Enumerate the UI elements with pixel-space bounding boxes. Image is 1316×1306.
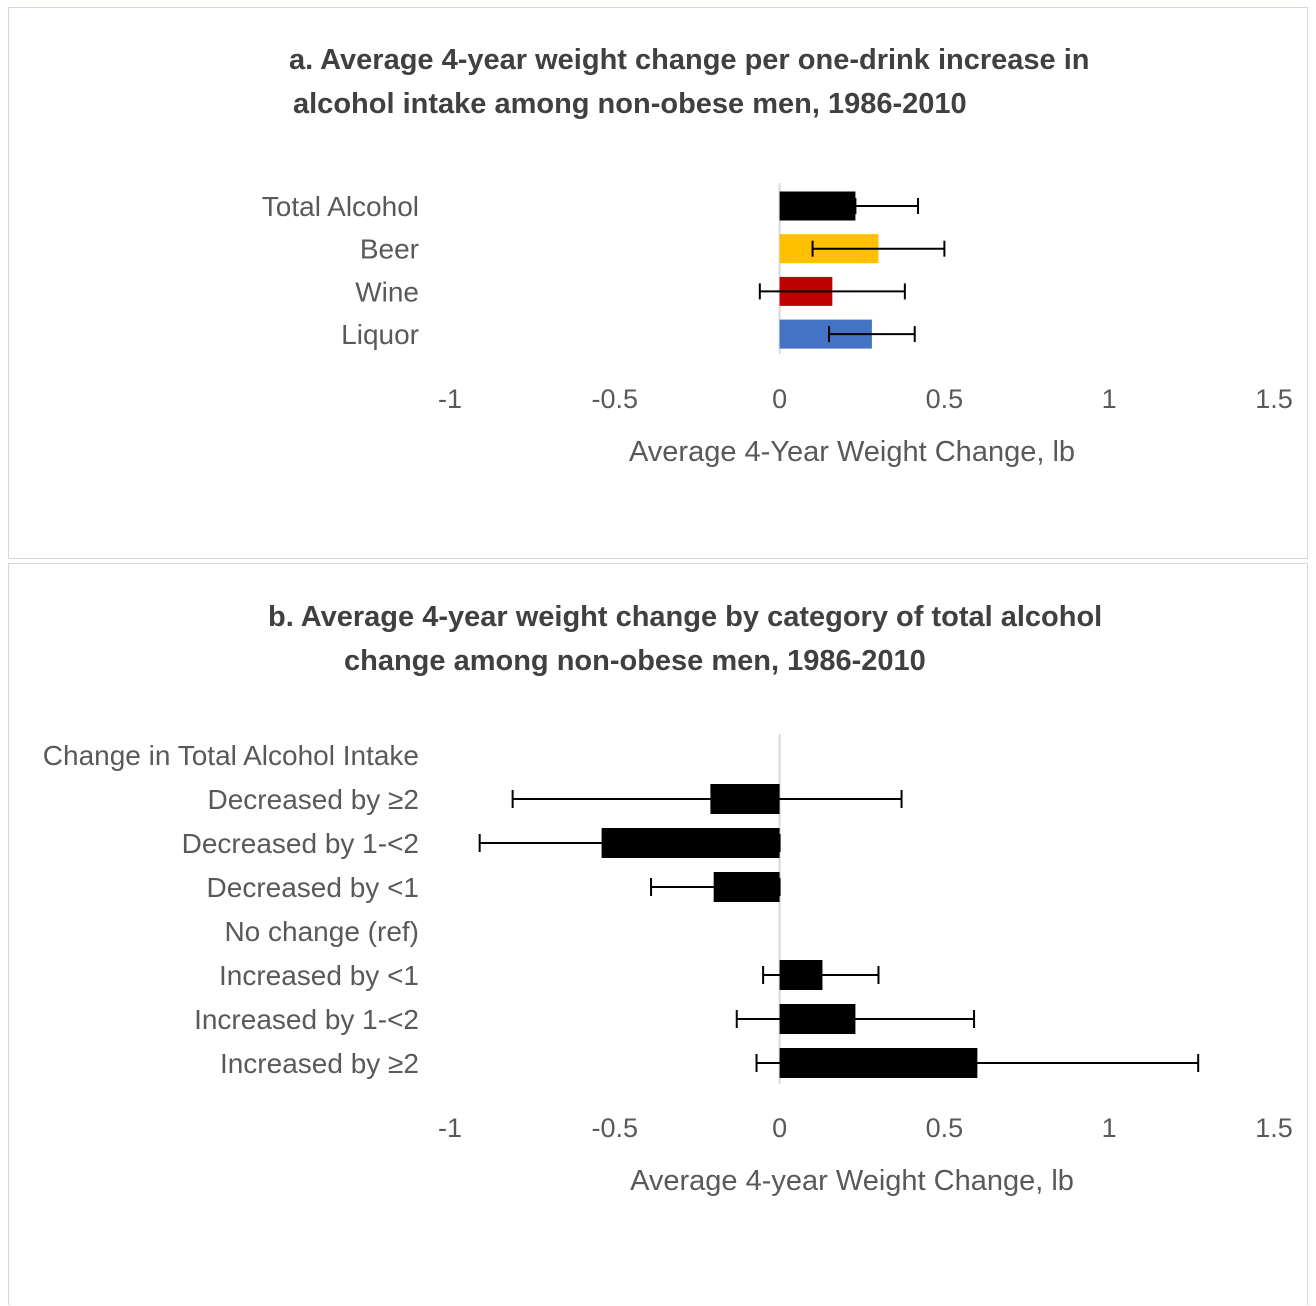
chart-b-x-tick-label: -1	[438, 1113, 462, 1143]
chart-a-category-label: Liquor	[341, 319, 419, 350]
chart-b-svg: b. Average 4-year weight change by categ…	[43, 601, 1293, 1197]
chart-a-title-line-1: a. Average 4-year weight change per one-…	[289, 44, 1089, 76]
chart-b-category-label: Decreased by <1	[207, 872, 419, 903]
chart-a-x-tick-label: 0.5	[926, 384, 964, 414]
chart-b-category-label: Increased by ≥2	[220, 1048, 419, 1079]
chart-b-title-line-1: b. Average 4-year weight change by categ…	[268, 601, 1102, 633]
chart-a-x-tick-label: 0	[772, 384, 787, 414]
chart-panel-a: a. Average 4-year weight change per one-…	[8, 7, 1308, 559]
chart-a-svg: a. Average 4-year weight change per one-…	[262, 44, 1293, 468]
chart-a-x-tick-label: -1	[438, 384, 462, 414]
chart-b-category-label: Decreased by 1-<2	[182, 828, 419, 859]
chart-b-category-label: Increased by <1	[219, 960, 419, 991]
chart-b-category-label: Decreased by ≥2	[208, 784, 419, 815]
chart-b-category-label: Increased by 1-<2	[194, 1004, 419, 1035]
chart-a-title-line-2: alcohol intake among non-obese men, 1986…	[293, 88, 967, 120]
chart-b-title-line-2: change among non-obese men, 1986-2010	[344, 645, 926, 677]
chart-panel-b: b. Average 4-year weight change by categ…	[8, 563, 1308, 1305]
chart-b-group-label: Change in Total Alcohol Intake	[43, 740, 419, 771]
chart-b-x-tick-label: 1	[1102, 1113, 1117, 1143]
chart-b-x-tick-label: 0	[772, 1113, 787, 1143]
chart-a-x-tick-label: 1	[1102, 384, 1117, 414]
chart-b-x-tick-label: -0.5	[592, 1113, 639, 1143]
chart-a-x-axis-title: Average 4-Year Weight Change, lb	[629, 436, 1075, 468]
chart-a-category-label: Total Alcohol	[262, 191, 419, 222]
chart-a-x-tick-label: -0.5	[592, 384, 639, 414]
chart-a-x-tick-label: 1.5	[1255, 384, 1293, 414]
chart-b-x-tick-label: 0.5	[926, 1113, 964, 1143]
chart-a-category-label: Beer	[360, 234, 419, 265]
chart-b-x-axis-title: Average 4-year Weight Change, lb	[630, 1165, 1074, 1197]
chart-a-category-label: Wine	[355, 276, 419, 307]
chart-b-x-tick-label: 1.5	[1255, 1113, 1293, 1143]
chart-a-bar	[779, 191, 856, 221]
chart-b-category-label: No change (ref)	[224, 916, 419, 947]
